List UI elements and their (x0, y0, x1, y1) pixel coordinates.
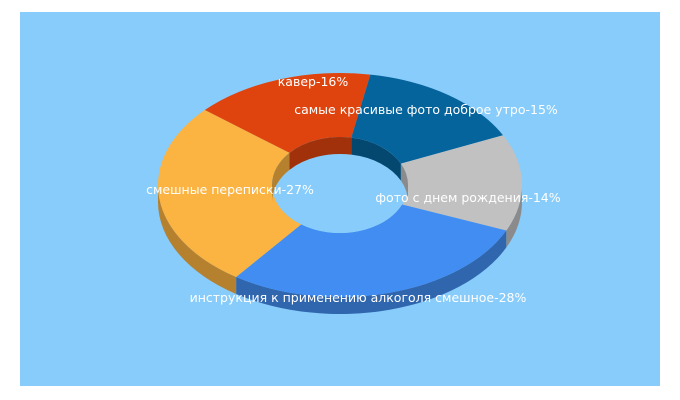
slice-inner-wall-4 (272, 152, 290, 202)
slice-1[interactable] (351, 74, 504, 164)
slice-inner-wall-1 (351, 137, 401, 181)
slice-3[interactable] (236, 204, 507, 298)
slice-2[interactable] (400, 135, 523, 231)
donut-chart: кавер-16% самые красивые фото доброе утро… (20, 12, 660, 386)
slice-inner-wall-2 (400, 163, 408, 202)
slice-4[interactable] (158, 110, 302, 277)
donut-hole (272, 137, 408, 233)
slice-side-4 (158, 185, 237, 294)
slice-label-4: смешные переписки-27% (146, 182, 314, 197)
slice-label-3: инструкция к применению алкоголя смешное… (190, 290, 527, 305)
slice-inner-wall-0 (289, 136, 352, 170)
slice-side-2 (506, 185, 522, 248)
chart-panel: кавер-16% самые красивые фото доброе утро… (20, 12, 660, 386)
slice-0[interactable] (204, 73, 371, 153)
slice-label-0: кавер-16% (278, 74, 349, 89)
slice-label-2: фото с днем рождения-14% (375, 190, 560, 205)
slice-side-3 (236, 230, 507, 315)
slice-label-1: самые красивые фото доброе утро-15% (294, 102, 558, 117)
